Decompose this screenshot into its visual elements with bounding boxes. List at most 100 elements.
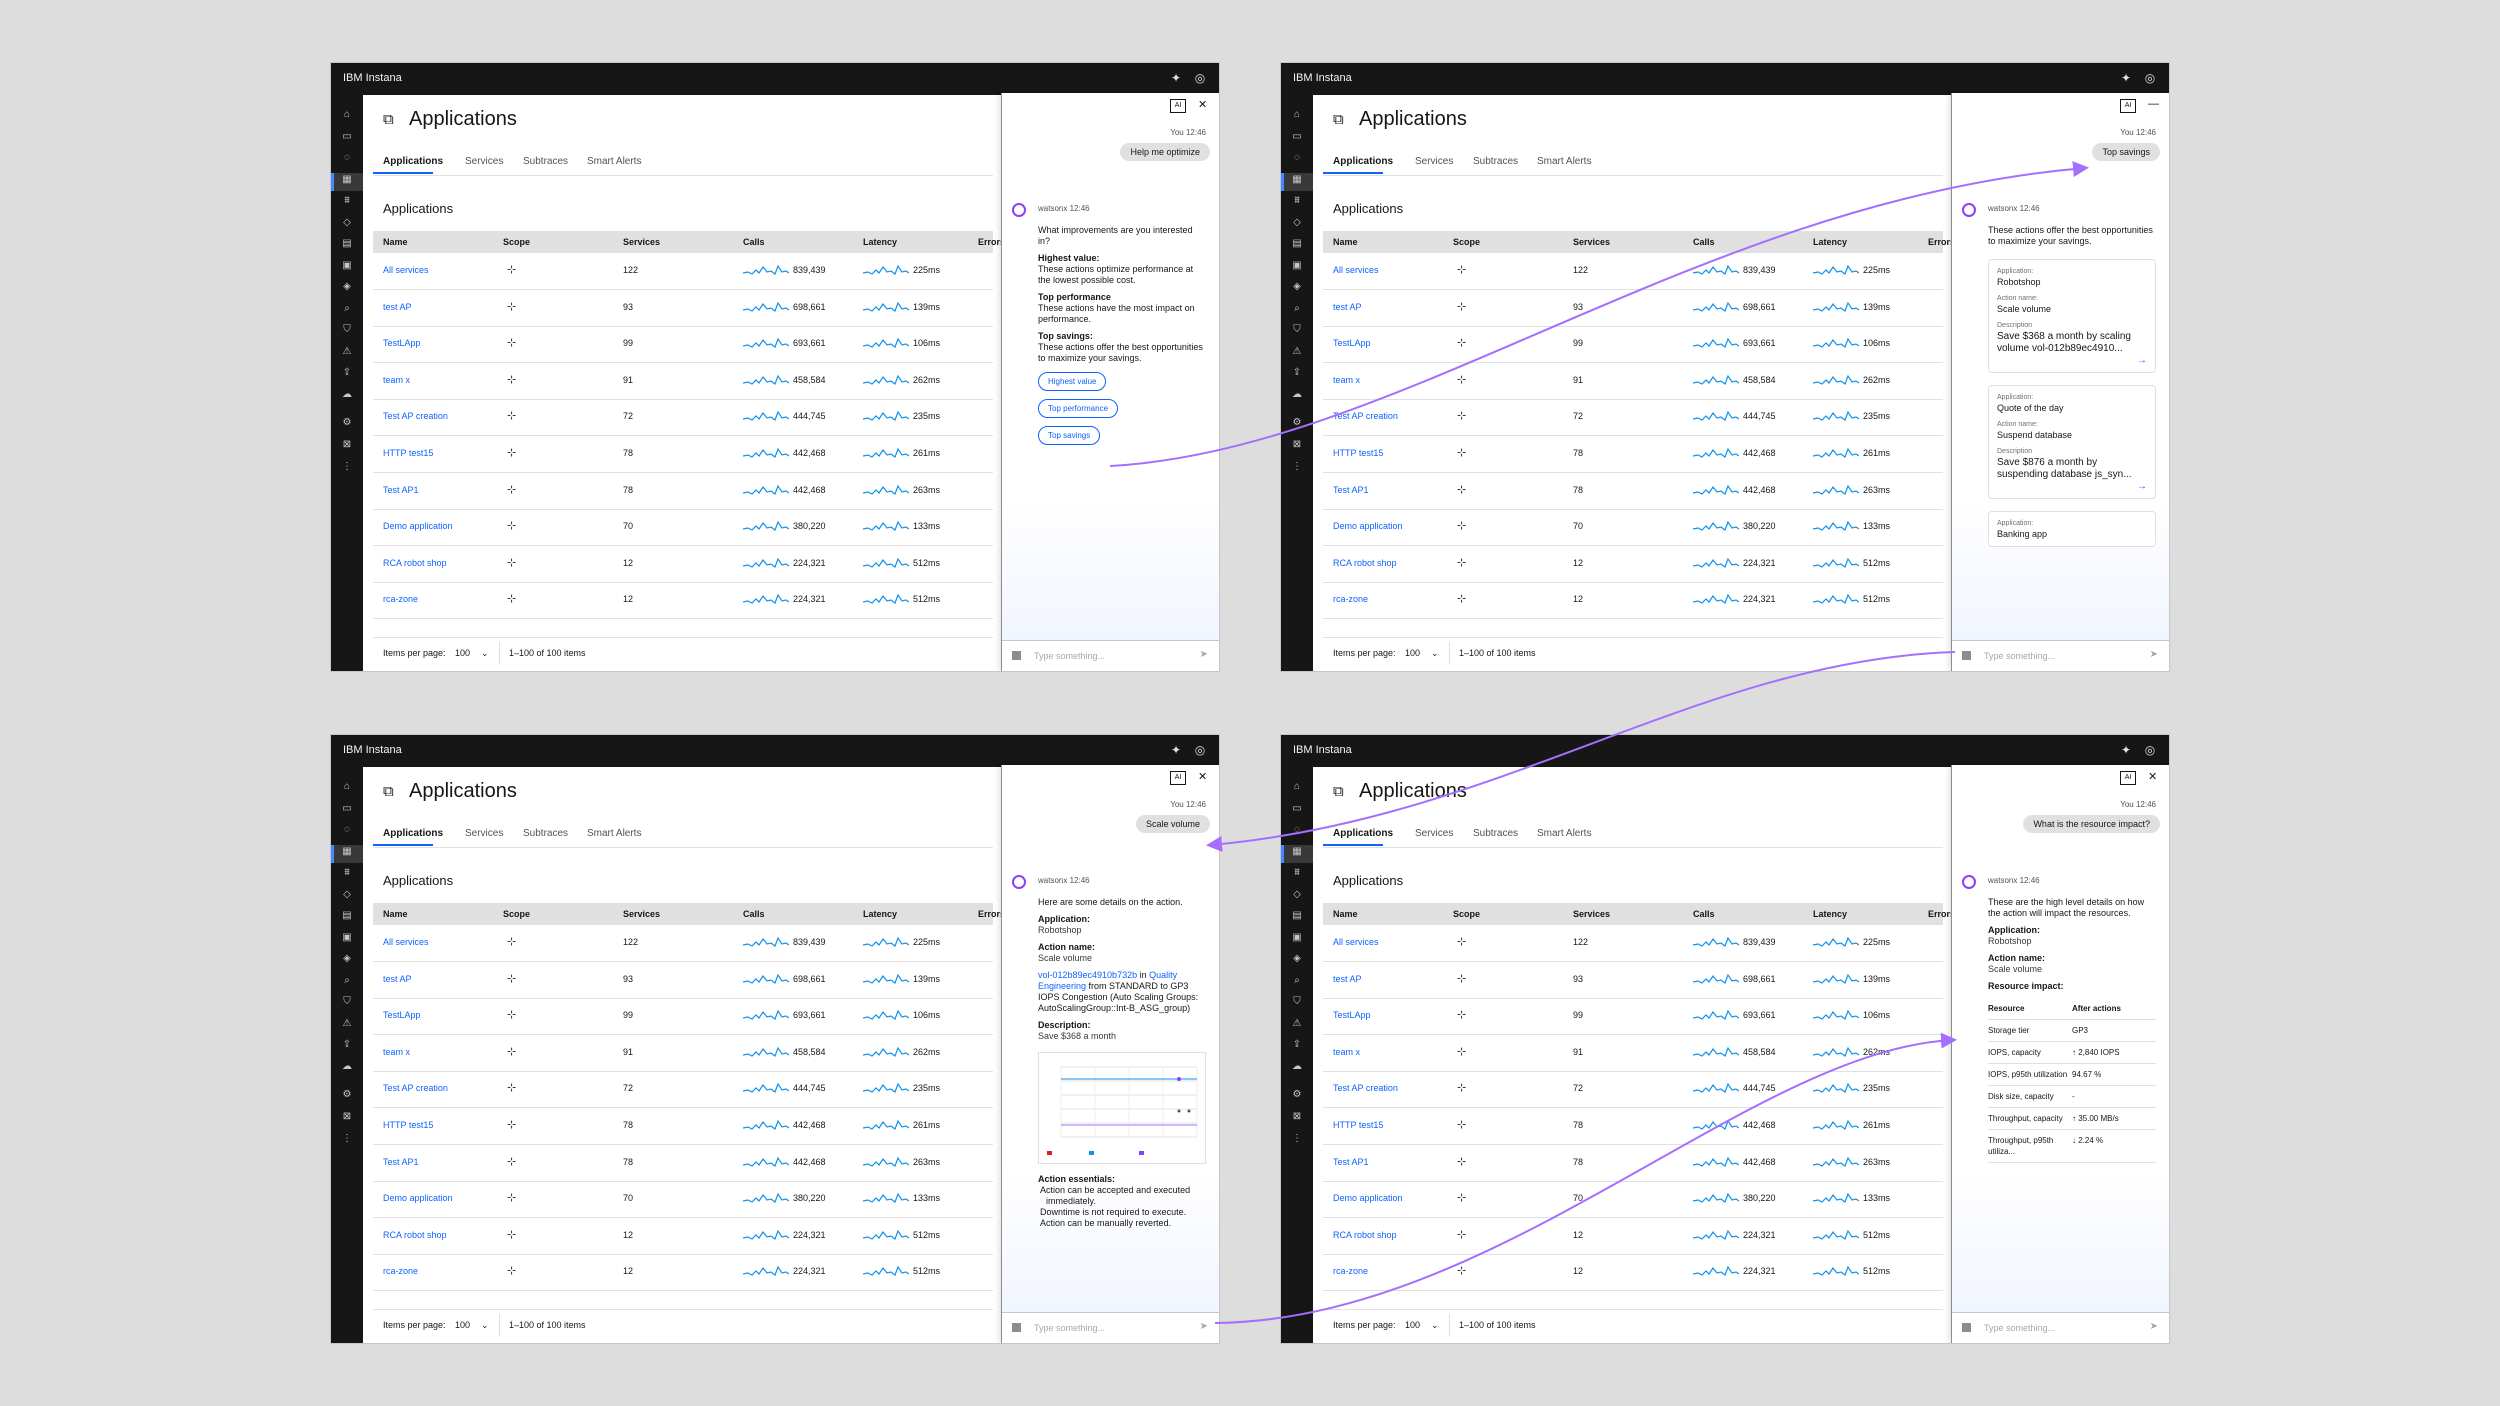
applications-icon[interactable]: ▦ [1292,173,1302,185]
app-name-link[interactable]: Test AP creation [1333,411,1398,422]
table-row[interactable]: Test AP creation ⊹ 72 444,745 235ms [1323,399,1943,437]
column-header-name[interactable]: Name [1333,237,1358,247]
column-header-latency[interactable]: Latency [863,237,898,247]
home-icon[interactable]: ⌂ [1293,781,1301,792]
tab-subtraces[interactable]: Subtraces [523,156,569,167]
app-name-link[interactable]: TestLApp [1333,1010,1371,1021]
more-icon[interactable]: ⋮ [1292,1133,1302,1144]
deploy-icon[interactable]: ⇪ [342,367,352,378]
app-name-link[interactable]: Demo application [1333,1193,1403,1204]
lock-icon[interactable]: ⊠ [342,1111,352,1122]
app-name-link[interactable]: HTTP test15 [383,448,434,458]
events-icon[interactable]: ◈ [1293,281,1301,292]
attach-icon[interactable] [1962,651,1971,660]
user-avatar-icon[interactable]: ◎ [2144,71,2156,85]
app-name-link[interactable]: HTTP test15 [1333,1120,1384,1130]
table-row[interactable]: All services ⊹ 122 839,439 225ms [1323,253,1943,290]
minimize-icon[interactable]: — [2148,98,2159,110]
send-icon[interactable]: ➤ [1199,1321,1208,1332]
chevron-down-icon[interactable]: ⌄ [481,1320,489,1330]
chat-input-field[interactable]: Type something... [1984,1323,2056,1333]
chevron-down-icon[interactable]: ⌄ [1431,1320,1439,1330]
send-icon[interactable]: ➤ [2149,1321,2158,1332]
table-row[interactable]: HTTP test15 ⊹ 78 442,468 261ms [1323,1108,1943,1145]
home-icon[interactable]: ⌂ [343,109,351,120]
table-row[interactable]: Test AP1 ⊹ 78 442,468 263ms [373,473,993,510]
table-row[interactable]: team x ⊹ 91 458,584 262ms [1323,1035,1943,1072]
table-row[interactable]: Test AP1 ⊹ 78 442,468 263ms [1323,1145,1943,1182]
deploy-icon[interactable]: ⇪ [1292,1039,1302,1050]
lock-icon[interactable]: ⊠ [1292,439,1302,450]
column-header-scope[interactable]: Scope [503,237,531,247]
app-name-link[interactable]: HTTP test15 [1333,448,1384,458]
applications-icon[interactable]: ▦ [342,845,352,857]
org-link[interactable]: Quality Engineering [1038,970,1178,991]
app-name-link[interactable]: Test AP creation [1333,1083,1398,1094]
table-row[interactable]: rca-zone ⊹ 12 224,321 512ms [1323,582,1943,620]
dashboard-icon[interactable]: ▭ [342,802,352,814]
tab-services[interactable]: Services [1415,156,1454,167]
dashboard-icon[interactable]: ▭ [342,130,352,142]
services-icon[interactable]: ◌ [344,152,350,163]
app-name-link[interactable]: All services [383,265,429,275]
tab-services[interactable]: Services [465,156,504,167]
table-row[interactable]: rca-zone ⊹ 12 224,321 512ms [1323,1254,1943,1292]
volume-link[interactable]: vol-012b89ec4910b732b [1038,970,1138,980]
app-name-link[interactable]: rca-zone [383,1266,419,1277]
app-name-link[interactable]: All services [383,937,429,947]
tab-subtraces[interactable]: Subtraces [1473,156,1519,167]
tab-smart-alerts[interactable]: Smart Alerts [587,828,642,839]
tab-applications[interactable]: Applications [1333,828,1394,839]
monitor-icon[interactable]: ▣ [342,259,352,271]
infra-icon[interactable]: ⩩ [344,195,350,206]
option-button-top-performance[interactable]: Top performance [1038,399,1119,418]
app-name-link[interactable]: test AP [383,973,412,984]
applications-icon[interactable]: ▦ [342,173,352,185]
app-name-link[interactable]: All services [1333,937,1379,947]
chevron-down-icon[interactable]: ⌄ [1431,648,1439,658]
tab-smart-alerts[interactable]: Smart Alerts [587,156,642,167]
tab-subtraces[interactable]: Subtraces [523,828,569,839]
app-name-link[interactable]: TestLApp [383,1010,421,1021]
table-row[interactable]: test AP ⊹ 93 698,661 139ms [1323,962,1943,999]
events-icon[interactable]: ◈ [343,953,351,964]
search-icon[interactable]: ⌕ [1294,302,1300,314]
option-button-top-savings[interactable]: Top savings [1038,426,1101,445]
user-avatar-icon[interactable]: ◎ [1194,743,1206,757]
shield-icon[interactable]: ⛉ [1293,996,1301,1007]
table-row[interactable]: Test AP creation ⊹ 72 444,745 235ms [1323,1071,1943,1109]
items-per-page-select[interactable]: 100 [1405,1320,1421,1330]
arrow-right-icon[interactable]: → [2137,355,2147,366]
infra-icon[interactable]: ⩩ [1294,867,1300,878]
services-icon[interactable]: ◌ [1294,152,1300,163]
app-name-link[interactable]: RCA robot shop [383,1229,447,1240]
shield-icon[interactable]: ⛉ [1293,324,1301,335]
close-icon[interactable]: ✕ [1198,771,1208,783]
app-name-link[interactable]: RCA robot shop [383,557,447,568]
app-name-link[interactable]: team x [383,1046,411,1057]
app-name-link[interactable]: TestLApp [383,338,421,349]
savings-action-card[interactable]: Application: Banking app [1988,511,2156,547]
home-icon[interactable]: ⌂ [1293,109,1301,120]
layers-icon[interactable]: ◇ [1293,888,1301,900]
column-header-calls[interactable]: Calls [743,909,765,919]
tab-subtraces[interactable]: Subtraces [1473,828,1519,839]
cloud-icon[interactable]: ☁ [1292,388,1302,400]
column-header-name[interactable]: Name [1333,909,1358,919]
settings-icon[interactable]: ⚙ [342,417,352,428]
column-header-scope[interactable]: Scope [1453,237,1481,247]
table-row[interactable]: All services ⊹ 122 839,439 225ms [1323,925,1943,962]
tab-smart-alerts[interactable]: Smart Alerts [1537,156,1592,167]
infra-icon[interactable]: ⩩ [1294,195,1300,206]
column-header-calls[interactable]: Calls [1693,909,1715,919]
dashboard-icon[interactable]: ▭ [1292,802,1302,814]
more-icon[interactable]: ⋮ [342,1133,352,1144]
dashboard-icon[interactable]: ▭ [1292,130,1302,142]
table-row[interactable]: Test AP creation ⊹ 72 444,745 235ms [373,399,993,437]
column-header-name[interactable]: Name [383,909,408,919]
lock-icon[interactable]: ⊠ [1292,1111,1302,1122]
shield-icon[interactable]: ⛉ [343,996,351,1007]
grid-icon[interactable]: ▤ [1292,910,1302,921]
column-header-services[interactable]: Services [1573,909,1611,919]
deploy-icon[interactable]: ⇪ [1292,367,1302,378]
